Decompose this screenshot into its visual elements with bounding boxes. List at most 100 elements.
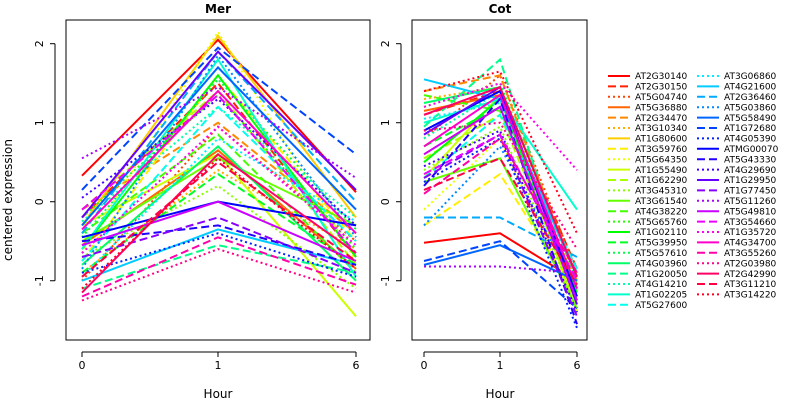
- y-tick-label: 2: [379, 40, 392, 47]
- y-axis-label: centered expression: [1, 139, 15, 261]
- legend-label: AT4G14210: [635, 280, 688, 290]
- legend-entry-at1g35720: AT1G35720: [697, 228, 777, 238]
- legend-label: AT1G80600: [635, 135, 688, 145]
- y-tick-label: 1: [379, 119, 392, 126]
- series-line-at5g49810: [81, 200, 357, 262]
- legend-label: AT5G11260: [724, 197, 777, 207]
- legend-entry-at4g38220: AT4G38220: [608, 207, 688, 217]
- y-tick-label: -1: [379, 275, 392, 286]
- legend-label: AT5G27600: [635, 301, 688, 311]
- series-line-at3g45310: [423, 125, 578, 305]
- legend-entry-at4g05390: AT4G05390: [697, 135, 777, 145]
- legend-entry-at5g64350: AT5G64350: [608, 155, 688, 165]
- legend-entry-at3g10340: AT3G10340: [608, 124, 688, 134]
- series-line-at2g03980: [81, 248, 357, 302]
- series-line-at3g14220: [423, 70, 578, 234]
- legend-label: AT3G54660: [724, 218, 777, 228]
- series-line-at5g58490: [423, 244, 578, 282]
- series-line-at1g02110: [81, 73, 357, 258]
- legend-label: AT5G04740: [635, 93, 688, 103]
- axes-mer: 0 1 6 -1 0 1 2: [33, 19, 371, 372]
- legend-entry-at1g29950: AT1G29950: [697, 176, 777, 186]
- series-line-at3g55260: [423, 137, 578, 274]
- legend-label: AT3G06860: [724, 72, 777, 82]
- series-lines-mer: [81, 29, 357, 317]
- series-line-at1g02205: [81, 57, 357, 278]
- panel-title-cot: Cot: [489, 2, 512, 16]
- legend-entry-at5g36880: AT5G36880: [608, 103, 688, 113]
- y-tick-label: 1: [33, 119, 46, 126]
- legend-label: AT3G59760: [635, 145, 688, 155]
- legend-label: AT3G61540: [635, 197, 688, 207]
- series-line-at1g77450: [81, 216, 357, 274]
- legend-label: AT4G21600: [724, 83, 777, 93]
- series-line-at5g03860: [81, 53, 357, 270]
- legend-entry-at2g03980: AT2G03980: [697, 259, 777, 269]
- series-line-at2g03980: [423, 121, 578, 250]
- legend-entry-at4g14210: AT4G14210: [608, 280, 688, 290]
- series-line-at3g45310: [81, 184, 357, 290]
- legend-label: AT1G62290: [635, 176, 688, 186]
- legend-entry-at1g55490: AT1G55490: [608, 166, 688, 176]
- legend-label: AT5G49810: [724, 207, 777, 217]
- series-line-at1g72680: [423, 240, 578, 310]
- x-tick-label: 1: [215, 359, 222, 372]
- series-line-at3g11210: [81, 160, 357, 278]
- legend-label: AT5G58490: [724, 114, 777, 124]
- legend-entry-at5g57610: AT5G57610: [608, 249, 688, 259]
- series-line-at4g34700: [423, 93, 578, 289]
- series-lines-cot: [423, 57, 578, 329]
- legend-label: AT5G64350: [635, 155, 688, 165]
- legend-entry-at2g36460: AT2G36460: [697, 93, 777, 103]
- legend-label: AT2G30140: [635, 72, 688, 82]
- y-tick-label: 0: [33, 198, 46, 205]
- panel-title-mer: Mer: [205, 2, 231, 16]
- legend-entry-at1g72680: AT1G72680: [697, 124, 777, 134]
- x-tick-label: 6: [353, 359, 360, 372]
- legend-entry-at2g42990: AT2G42990: [697, 270, 777, 280]
- x-tick-label: 1: [497, 359, 504, 372]
- legend-entry-at1g20050: AT1G20050: [608, 270, 688, 280]
- series-line-at3g61540: [423, 157, 578, 309]
- series-line-at1g29950: [81, 50, 357, 219]
- legend-entry-at3g61540: AT3G61540: [608, 197, 688, 207]
- legend-entry-at1g02205: AT1G02205: [608, 291, 687, 301]
- legend-entry-at5g58490: AT5G58490: [697, 114, 777, 124]
- legend-entry-at3g45310: AT3G45310: [608, 187, 688, 197]
- x-tick-label: 6: [574, 359, 581, 372]
- panel-mer: Mer Hour centered expression 0 1 6 -1 0 1 2: [1, 2, 371, 400]
- legend-entry-at4g03960: AT4G03960: [608, 259, 688, 269]
- legend-label: AT3G11210: [724, 280, 777, 290]
- legend-label: AT4G29690: [724, 166, 777, 176]
- legend-entry-at1g77450: AT1G77450: [697, 187, 777, 197]
- series-line-at4g34700: [81, 89, 357, 234]
- series-line-at2g30140: [81, 38, 357, 193]
- series-line-at4g14210: [81, 105, 357, 223]
- series-line-at4g29690: [423, 129, 578, 313]
- legend-label: AT4G03960: [635, 259, 688, 269]
- legend-label: AT5G43330: [724, 155, 777, 165]
- legend-label: AT3G10340: [635, 124, 688, 134]
- y-tick-label: 0: [379, 198, 392, 205]
- legend-label: AT2G34470: [635, 114, 688, 124]
- legend-entry-at4g21600: AT4G21600: [697, 83, 777, 93]
- legend-entry-at5g11260: AT5G11260: [697, 197, 777, 207]
- series-line-at4g21600: [81, 228, 357, 282]
- legend-entry-at3g59760: AT3G59760: [608, 145, 688, 155]
- series-line-at1g55490: [423, 93, 578, 313]
- series-line-at5g27600: [423, 113, 578, 270]
- legend-entry-at1g02110: AT1G02110: [608, 228, 688, 238]
- series-line-at3g06860: [81, 137, 357, 278]
- x-tick-label: 0: [79, 359, 86, 372]
- y-tick-label: -1: [33, 275, 46, 286]
- series-line-at3g54660: [81, 93, 357, 254]
- legend-label: AT1G29950: [724, 176, 777, 186]
- series-line-at5g11260: [81, 86, 357, 179]
- x-axis-label-mer: Hour: [204, 387, 233, 400]
- legend-label: AT2G36460: [724, 93, 777, 103]
- legend-entry-at3g55260: AT3G55260: [697, 249, 777, 259]
- legend-label: AT4G38220: [635, 207, 688, 217]
- series-line-at3g11210: [423, 157, 578, 286]
- series-line-at5g03860: [423, 144, 578, 290]
